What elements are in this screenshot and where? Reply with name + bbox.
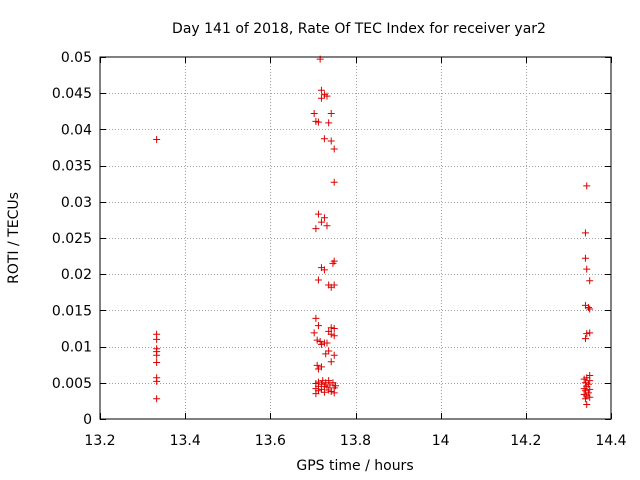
data-point (153, 359, 161, 367)
data-point (327, 283, 335, 291)
data-point (320, 214, 328, 222)
y-tick-label: 0.035 (52, 159, 92, 175)
x-tick-label: 13.6 (255, 433, 286, 449)
data-point (153, 395, 161, 403)
y-tick-label: 0.025 (52, 231, 92, 247)
y-tick-label: 0.04 (61, 122, 92, 138)
data-point (153, 377, 161, 385)
data-point (312, 390, 320, 398)
y-tick-label: 0.045 (52, 86, 92, 102)
data-point (580, 375, 588, 383)
data-point (330, 178, 338, 186)
data-point (313, 361, 321, 369)
data-point (320, 135, 328, 143)
data-point (586, 377, 594, 385)
data-point (325, 119, 333, 127)
data-point (310, 329, 318, 337)
data-point (312, 225, 320, 233)
data-point (583, 330, 591, 338)
data-point (314, 365, 322, 373)
x-axis-label: GPS time / hours (296, 458, 413, 474)
x-tick-label: 14.2 (510, 433, 541, 449)
data-point (327, 109, 335, 117)
data-point (153, 136, 161, 144)
data-point (581, 335, 589, 343)
data-point (314, 210, 322, 218)
y-tick-label: 0.015 (52, 303, 92, 319)
grid-lines (100, 57, 611, 419)
data-point (323, 222, 331, 230)
data-point (581, 379, 589, 387)
data-point (153, 351, 161, 359)
data-point (583, 265, 591, 273)
x-tick-label: 13.2 (84, 433, 115, 449)
data-point (330, 325, 338, 332)
data-point (323, 339, 331, 347)
data-point (312, 314, 320, 322)
y-tick-label: 0 (83, 412, 92, 428)
data-point (314, 276, 322, 284)
data-point (586, 277, 594, 285)
data-point (323, 92, 331, 100)
data-point (583, 182, 591, 190)
y-tick-label: 0.01 (61, 340, 92, 356)
data-point (330, 332, 338, 340)
data-point (322, 379, 330, 387)
data-point (584, 304, 592, 312)
data-point (313, 336, 321, 344)
data-point (583, 392, 591, 400)
plot-frame (99, 56, 612, 420)
data-point (325, 347, 333, 355)
x-tick-label: 13.4 (170, 433, 201, 449)
data-point (330, 351, 338, 359)
data-point (317, 86, 325, 94)
x-tick-label: 13.8 (340, 433, 371, 449)
data-point (330, 145, 338, 153)
tick-labels: 13.2 13.4 13.6 13.8 14 14.2 14.4 0 0.005 0.01 0.01… (52, 50, 627, 449)
data-point (323, 383, 331, 391)
data-point (327, 387, 335, 395)
data-point (330, 389, 338, 397)
data-point (586, 385, 594, 393)
y-tick-label: 0.005 (52, 376, 92, 392)
data-point (314, 118, 322, 126)
chart-title: Day 141 of 2018, Rate Of TEC Index for r… (172, 21, 546, 37)
data-point (586, 305, 594, 313)
y-axis-label: ROTI / TECUs (6, 192, 22, 284)
data-point (310, 109, 318, 117)
data-point (327, 137, 335, 145)
x-tick-label: 14 (432, 433, 450, 449)
y-tick-label: 0.03 (61, 195, 92, 211)
data-points (153, 55, 594, 409)
data-point (316, 338, 324, 346)
data-point (317, 385, 325, 393)
data-point (329, 259, 337, 267)
data-point (320, 266, 328, 274)
data-point (317, 218, 325, 226)
data-point (581, 254, 589, 262)
data-point (320, 388, 328, 396)
data-point (322, 350, 330, 358)
data-point (583, 401, 591, 409)
data-point (317, 340, 325, 348)
data-point (327, 330, 335, 338)
x-tick-label: 14.4 (595, 433, 626, 449)
data-point (581, 395, 589, 403)
axis-ticks (100, 57, 612, 420)
data-point (584, 389, 592, 397)
data-point (153, 335, 161, 343)
y-tick-label: 0.05 (61, 50, 92, 66)
data-point (314, 322, 322, 330)
data-point (327, 358, 335, 366)
data-point (586, 393, 594, 401)
y-tick-label: 0.02 (61, 267, 92, 283)
data-point (581, 229, 589, 237)
data-point (586, 329, 594, 337)
data-point (317, 94, 325, 102)
data-point (327, 324, 335, 332)
